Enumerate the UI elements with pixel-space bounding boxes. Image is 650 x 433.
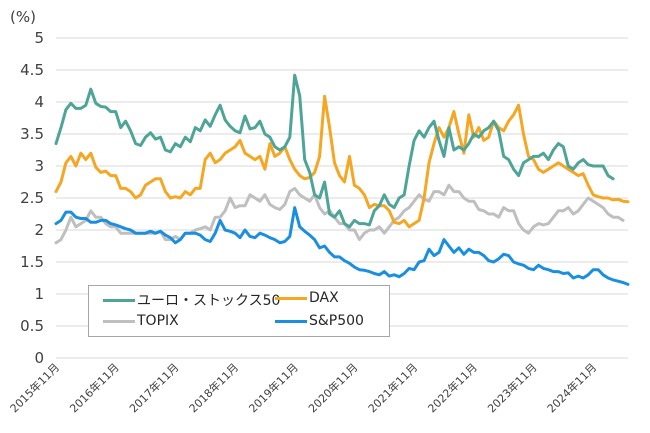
legend-swatch-eurostoxx50 <box>103 298 135 302</box>
y-tick-label: 2 <box>34 221 44 239</box>
x-tick-label: 2022年11月 <box>425 360 480 415</box>
y-tick-label: 4 <box>34 93 44 111</box>
legend-swatch-dax <box>275 296 307 300</box>
x-tick-label: 2019年11月 <box>246 360 301 415</box>
y-tick-label: 0 <box>34 349 44 367</box>
y-tick-label: 1.5 <box>20 253 44 271</box>
x-tick-label: 2023年11月 <box>484 360 539 415</box>
y-tick-label: 4.5 <box>20 61 44 79</box>
y-axis-unit-label: (%) <box>10 8 36 26</box>
legend-item-dax: DAX <box>275 290 339 306</box>
series-line-sp500 <box>54 206 630 286</box>
x-tick-label: 2015年11月 <box>7 360 62 415</box>
legend-label-eurostoxx50: ユーロ・ストックス50 <box>137 293 281 309</box>
series-lines <box>54 73 630 286</box>
legend-item-sp500: S&P500 <box>275 313 364 329</box>
x-tick-label: 2021年11月 <box>365 360 420 415</box>
x-tick-label: 2016年11月 <box>67 360 122 415</box>
y-tick-label: 0.5 <box>20 317 44 335</box>
y-tick-label: 1 <box>34 285 44 303</box>
x-tick-label: 2020年11月 <box>305 360 360 415</box>
legend-label-sp500: S&P500 <box>309 313 364 329</box>
legend-item-eurostoxx50: ユーロ・ストックス50 <box>103 290 280 310</box>
legend-swatch-sp500 <box>275 319 307 323</box>
series-line-dax <box>54 94 630 229</box>
legend: ユーロ・ストックス50 DAX TOPIX S&P500 <box>88 285 390 337</box>
x-tick-label: 2018年11月 <box>186 360 241 415</box>
x-axis-ticks: 2015年11月 2016年11月 2017年11月 2018年11月 2019年11月… <box>7 360 599 415</box>
y-tick-label: 5 <box>34 29 44 47</box>
x-tick-label: 2024年11月 <box>544 360 599 415</box>
legend-item-topix: TOPIX <box>103 313 179 329</box>
y-tick-label: 2.5 <box>20 189 44 207</box>
x-tick-label: 2017年11月 <box>126 360 181 415</box>
legend-label-dax: DAX <box>309 290 339 306</box>
legend-label-topix: TOPIX <box>137 313 179 329</box>
y-axis-ticks: 0 0.5 1 1.5 2 2.5 3 3.5 4 4.5 5 <box>20 29 44 367</box>
legend-swatch-topix <box>103 319 135 323</box>
y-tick-label: 3.5 <box>20 125 44 143</box>
series-line-topix <box>54 183 625 245</box>
y-tick-label: 3 <box>34 157 44 175</box>
series-line-eurostoxx50 <box>54 73 615 229</box>
